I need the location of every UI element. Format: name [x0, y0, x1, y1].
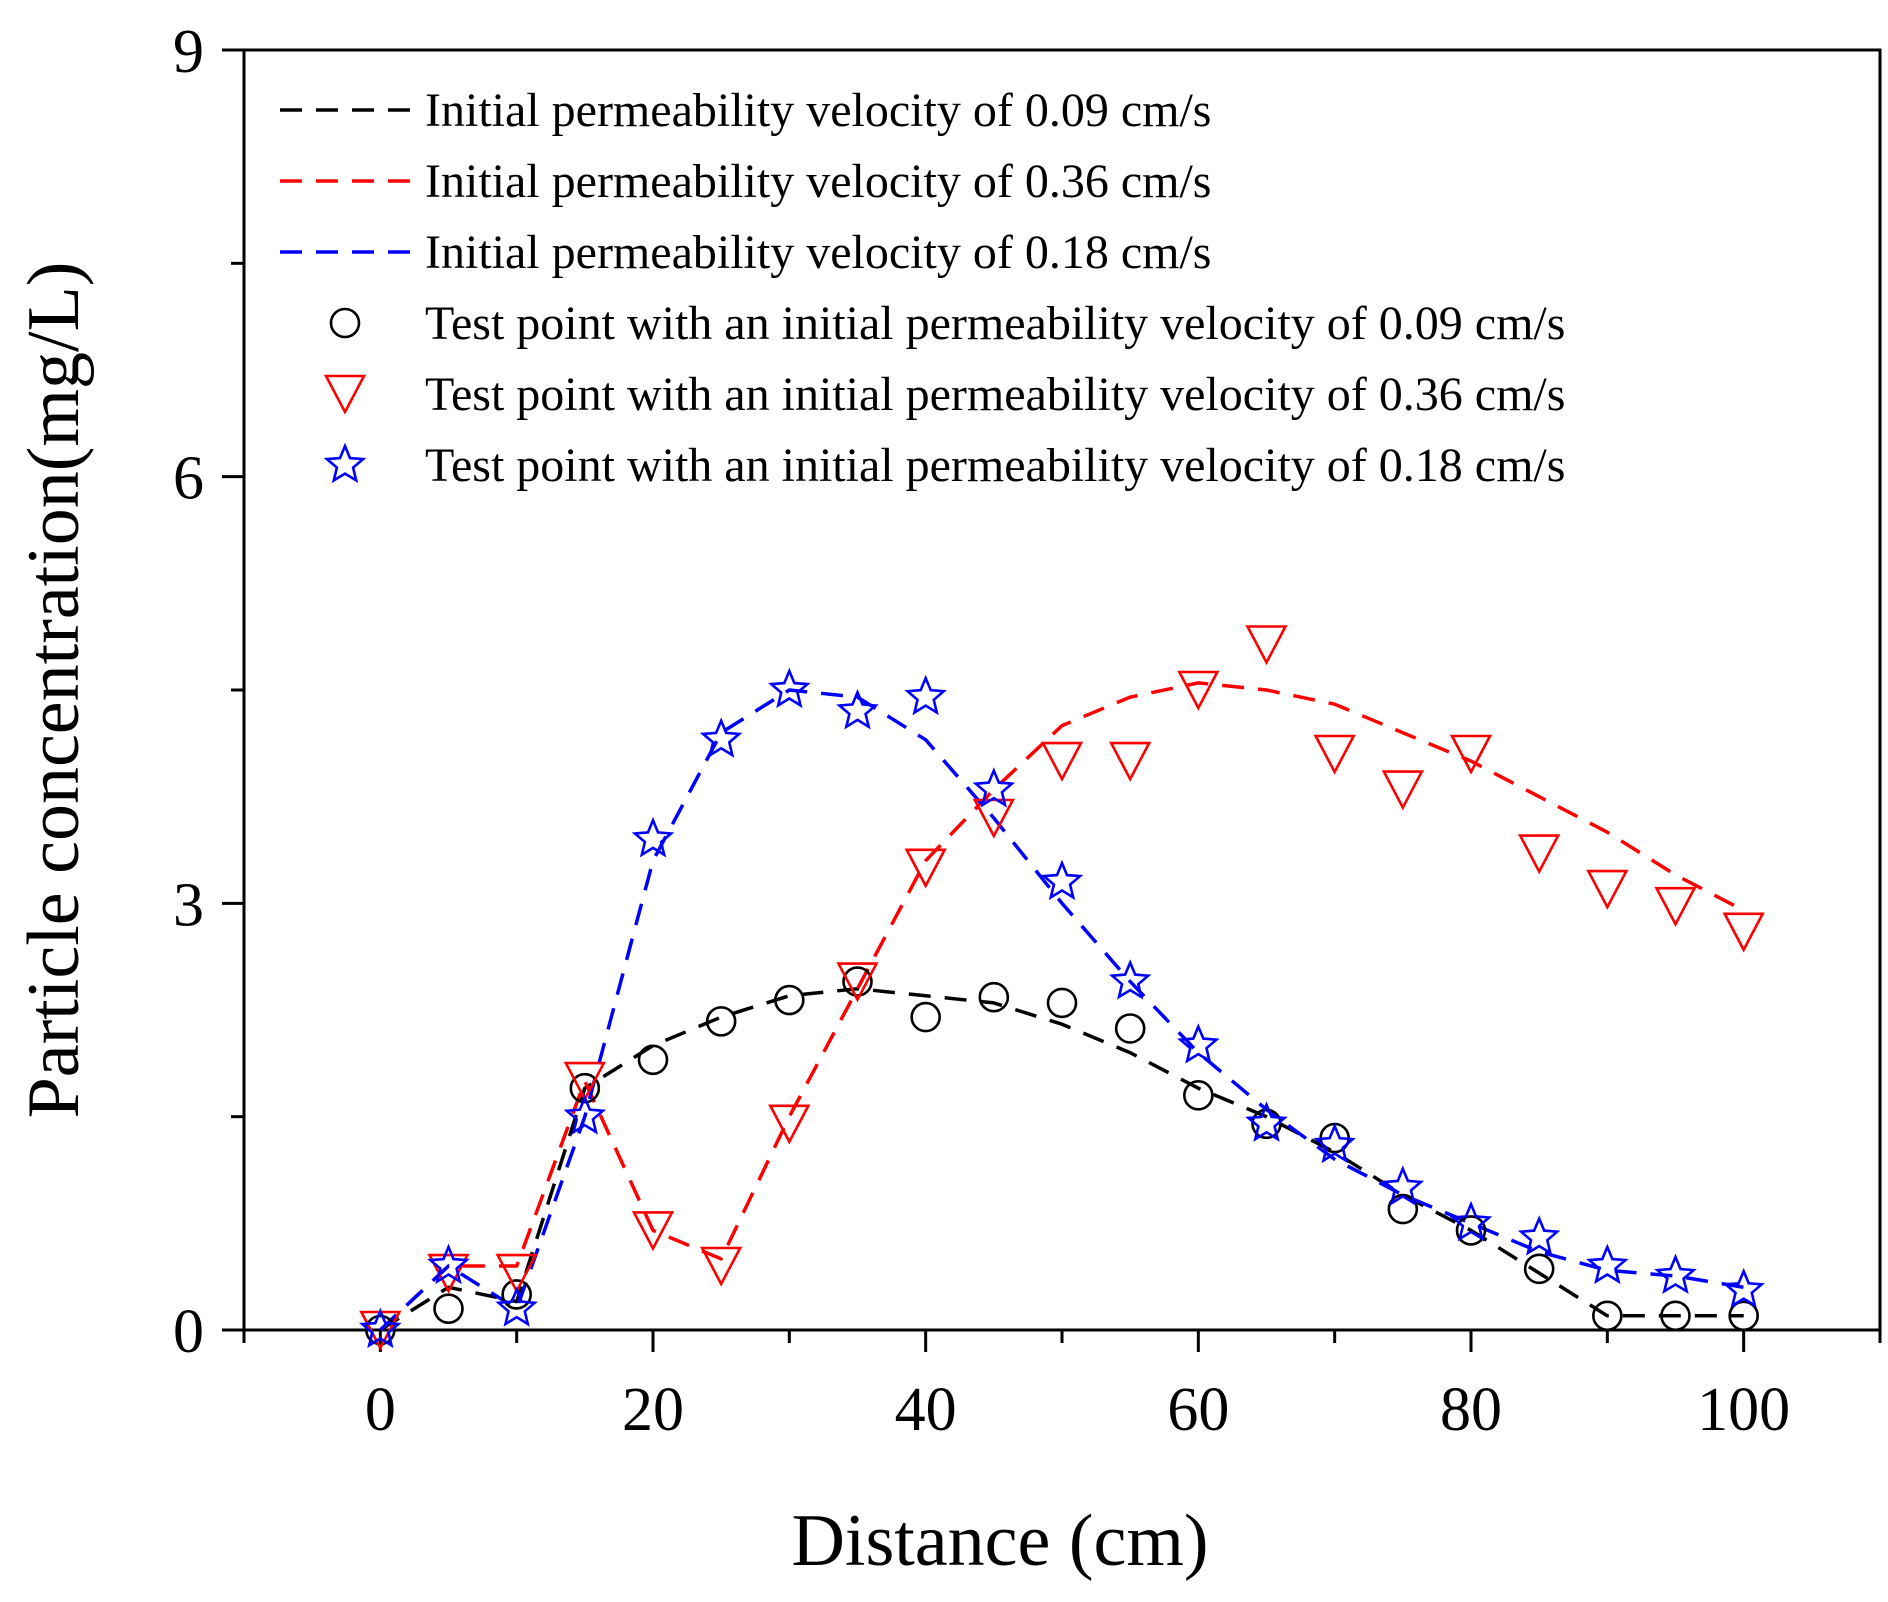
legend-marker-4: [323, 374, 367, 415]
markers-layer: [359, 625, 1765, 1351]
data-point-s4-6: [768, 1104, 811, 1145]
data-point-s5-2: [495, 1286, 538, 1327]
x-tick-label-4: 80: [1440, 1376, 1502, 1444]
data-point-s4-7: [836, 962, 879, 1003]
data-point-s4-12: [1177, 670, 1220, 711]
data-point-s3-11: [1114, 1013, 1146, 1044]
data-point-s5-14: [1313, 1122, 1356, 1164]
data-point-s3-2: [501, 1279, 532, 1310]
data-point-s5-6: [768, 667, 811, 709]
legend-label-4: Test point with an initial permeability …: [425, 368, 1565, 421]
series-line-1: [379, 681, 1745, 1332]
data-point-s5-9: [972, 767, 1016, 808]
data-point-s5-0: [359, 1307, 402, 1349]
data-point-s5-1: [427, 1243, 470, 1285]
data-point-s4-2: [495, 1253, 538, 1294]
data-point-s5-5: [699, 717, 743, 758]
data-point-s3-3: [569, 1072, 601, 1104]
y-tick-label-3: 9: [173, 18, 204, 86]
data-point-s3-7: [842, 966, 873, 997]
legend-label-0: Initial permeability velocity of 0.09 cm…: [425, 84, 1211, 137]
x-tick-label-5: 100: [1697, 1376, 1790, 1444]
data-point-s4-4: [631, 1211, 675, 1252]
x-tick-label-3: 60: [1167, 1376, 1229, 1444]
data-point-s4-8: [904, 848, 947, 889]
data-point-s3-4: [637, 1044, 669, 1076]
data-point-s5-13: [1245, 1101, 1288, 1142]
x-tick-label-0: 0: [365, 1376, 396, 1444]
data-point-s5-17: [1517, 1215, 1561, 1256]
data-point-s5-19: [1654, 1253, 1697, 1295]
data-point-s3-5: [705, 1006, 737, 1037]
data-point-s4-9: [972, 798, 1015, 839]
data-point-s4-14: [1313, 734, 1356, 775]
data-point-s3-10: [1046, 987, 1078, 1019]
data-point-s3-16: [1455, 1215, 1487, 1246]
data-point-s4-18: [1586, 869, 1629, 910]
data-point-s4-3: [563, 1061, 606, 1102]
series-line-2: [379, 688, 1744, 1332]
data-point-s5-12: [1177, 1023, 1220, 1064]
data-point-s5-3: [563, 1094, 607, 1135]
data-point-s5-7: [836, 688, 879, 730]
x-axis-title: Distance (cm): [791, 1500, 1208, 1582]
y-tick-label-2: 6: [173, 445, 204, 513]
legend-label-5: Test point with an initial permeability …: [425, 439, 1565, 492]
legend-label-3: Test point with an initial permeability …: [425, 297, 1565, 350]
data-point-s3-20: [1728, 1300, 1759, 1332]
data-point-s3-13: [1251, 1108, 1282, 1140]
data-point-s5-11: [1108, 959, 1152, 1000]
legend-label-1: Initial permeability velocity of 0.36 cm…: [425, 155, 1211, 208]
lines-layer: [379, 681, 1745, 1332]
data-point-s3-12: [1183, 1080, 1214, 1111]
data-point-s3-8: [910, 1001, 941, 1033]
data-point-s3-0: [365, 1314, 396, 1346]
data-point-s4-19: [1654, 886, 1697, 927]
data-point-s4-15: [1381, 770, 1424, 811]
y-axis-title: Particle concentration(mg/L): [13, 262, 95, 1119]
data-point-s3-18: [1592, 1300, 1623, 1332]
ticks-layer: 0 20 40 60 80 100 0 3 6 9: [173, 18, 1882, 1444]
legend-marker-3: [329, 307, 361, 339]
data-point-s3-6: [774, 984, 805, 1016]
data-point-s5-10: [1040, 859, 1084, 901]
x-tick-label-1: 20: [622, 1376, 684, 1444]
data-point-s5-4: [631, 816, 675, 858]
y-tick-label-0: 0: [173, 1298, 204, 1366]
data-point-s4-5: [700, 1246, 743, 1287]
data-point-s5-15: [1381, 1165, 1425, 1206]
data-point-s4-20: [1722, 912, 1765, 953]
data-point-s4-13: [1245, 625, 1288, 666]
data-point-s4-17: [1518, 834, 1561, 875]
data-point-s5-8: [904, 674, 947, 716]
data-point-s4-11: [1109, 741, 1152, 782]
data-point-s4-16: [1449, 734, 1493, 775]
y-tick-label-1: 3: [173, 871, 204, 939]
legend-marker-5: [323, 442, 367, 484]
data-point-s3-1: [433, 1293, 464, 1324]
data-point-s5-18: [1586, 1243, 1629, 1285]
data-point-s3-17: [1523, 1253, 1555, 1285]
legend-label-2: Initial permeability velocity of 0.18 cm…: [425, 226, 1211, 279]
data-point-s4-10: [1040, 741, 1084, 782]
data-point-s5-16: [1449, 1200, 1493, 1242]
legend: Initial permeability velocity of 0.09 cm…: [280, 84, 1565, 492]
data-point-s3-19: [1660, 1300, 1691, 1332]
data-point-s5-20: [1722, 1267, 1765, 1309]
data-point-s3-9: [978, 981, 1010, 1013]
series-line-0: [379, 986, 1744, 1332]
x-tick-label-2: 40: [895, 1376, 957, 1444]
